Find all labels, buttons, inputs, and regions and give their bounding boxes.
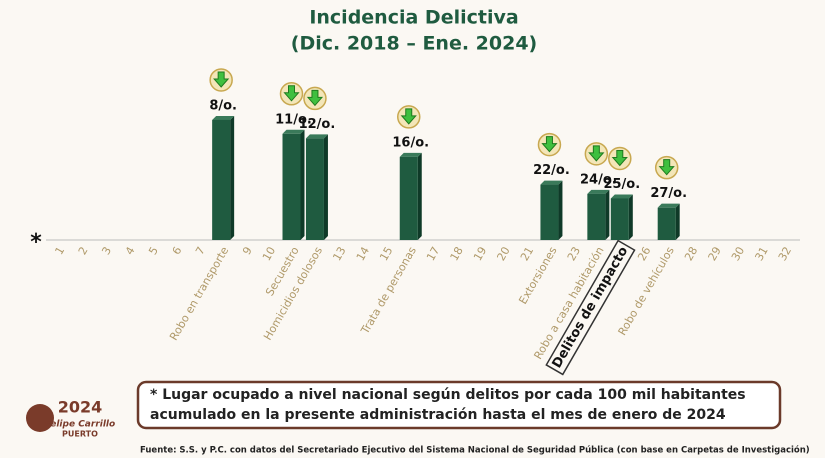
note-line: acumulado en la presente administración … xyxy=(150,407,726,423)
note-box xyxy=(136,380,782,430)
arrow xyxy=(283,85,300,102)
bar xyxy=(540,184,559,240)
chart-title: Incidencia Delictiva xyxy=(309,7,518,29)
value-label: 27/o. xyxy=(650,186,687,201)
bar-side xyxy=(417,152,422,240)
logo-text: PUERTO xyxy=(62,430,98,439)
bar-side xyxy=(323,134,328,240)
bar-top xyxy=(212,115,235,120)
bar-top xyxy=(610,194,633,199)
x-tick-label: 31 xyxy=(752,245,770,264)
logo-year: 2024 xyxy=(58,398,103,417)
bar-side xyxy=(675,203,680,240)
bar xyxy=(587,193,606,240)
category-box xyxy=(545,239,636,376)
x-tick-label: 19 xyxy=(471,245,489,264)
chart-subtitle: (Dic. 2018 – Ene. 2024) xyxy=(291,33,537,55)
x-tick-label: 29 xyxy=(706,245,724,264)
x-tick-label: 4 xyxy=(123,245,138,258)
x-tick-label: 26 xyxy=(635,245,653,264)
bar-side xyxy=(230,115,235,240)
arrow xyxy=(541,136,558,153)
arrow-icon xyxy=(279,82,304,106)
arrow-icon xyxy=(654,155,679,180)
arrow xyxy=(306,89,324,107)
arrow xyxy=(658,159,675,176)
bar-top xyxy=(587,189,610,194)
value-label: 12/o. xyxy=(299,117,336,132)
x-tick-label: 17 xyxy=(424,245,442,264)
bar-top xyxy=(399,152,422,157)
x-tick-label: 10 xyxy=(260,245,278,264)
bar-top xyxy=(540,180,563,185)
bar-side xyxy=(628,194,633,240)
x-tick-label: 7 xyxy=(193,245,208,258)
arrow xyxy=(400,108,417,125)
logo-text: Felipe Carrillo xyxy=(45,420,115,430)
x-tick-label: 9 xyxy=(240,245,255,258)
value-label: 8/o. xyxy=(209,98,237,113)
bar-top xyxy=(657,203,680,208)
bar xyxy=(657,207,676,240)
x-tick-label: 30 xyxy=(729,245,747,264)
x-tick-label: 1 xyxy=(52,245,67,258)
arrow-icon xyxy=(537,132,562,157)
x-tick-label: Robo en transporte xyxy=(167,244,231,342)
x-tick-label: 20 xyxy=(494,245,512,264)
bar-side xyxy=(605,189,610,240)
value-label: 25/o. xyxy=(603,177,640,192)
bar-top xyxy=(305,134,328,139)
arrow xyxy=(588,145,605,162)
source: Fuente: S.S. y P.C. con datos del Secret… xyxy=(140,445,810,456)
x-tick-label: 13 xyxy=(330,245,348,264)
value-label: 24/o. xyxy=(580,172,617,187)
x-tick-label: 6 xyxy=(170,245,185,258)
x-tick-label: 15 xyxy=(377,245,395,264)
bar xyxy=(399,156,418,240)
note-line: * Lugar ocupado a nivel nacional según d… xyxy=(150,387,746,403)
x-tick-label: 32 xyxy=(776,245,794,264)
arrow-icon xyxy=(608,146,632,171)
value-label: 16/o. xyxy=(392,135,429,150)
arrow-icon xyxy=(303,86,327,111)
arrow-icon xyxy=(584,142,609,166)
x-tick-label: 18 xyxy=(448,245,466,264)
arrow-icon xyxy=(397,105,421,129)
bar xyxy=(305,138,324,240)
arrow xyxy=(611,149,628,167)
bar xyxy=(610,198,629,240)
bar-side xyxy=(300,129,305,240)
x-tick-label: 28 xyxy=(682,245,700,264)
marker: * xyxy=(30,230,42,255)
logo-portrait xyxy=(26,404,54,432)
bar-side xyxy=(558,180,563,240)
arrow xyxy=(213,71,230,88)
x-tick-label: 23 xyxy=(565,245,583,264)
arrow-icon xyxy=(209,68,233,92)
bar xyxy=(282,133,301,240)
value-label: 22/o. xyxy=(533,163,570,178)
x-tick-label: 21 xyxy=(518,245,536,264)
x-tick-label: 3 xyxy=(99,245,114,258)
x-tick-label: 5 xyxy=(146,245,161,258)
bar-top xyxy=(282,129,305,134)
value-label: 11/o. xyxy=(275,112,312,127)
x-tick-label: 14 xyxy=(354,245,372,264)
bar xyxy=(212,119,231,240)
x-tick-label: 2 xyxy=(76,245,91,258)
